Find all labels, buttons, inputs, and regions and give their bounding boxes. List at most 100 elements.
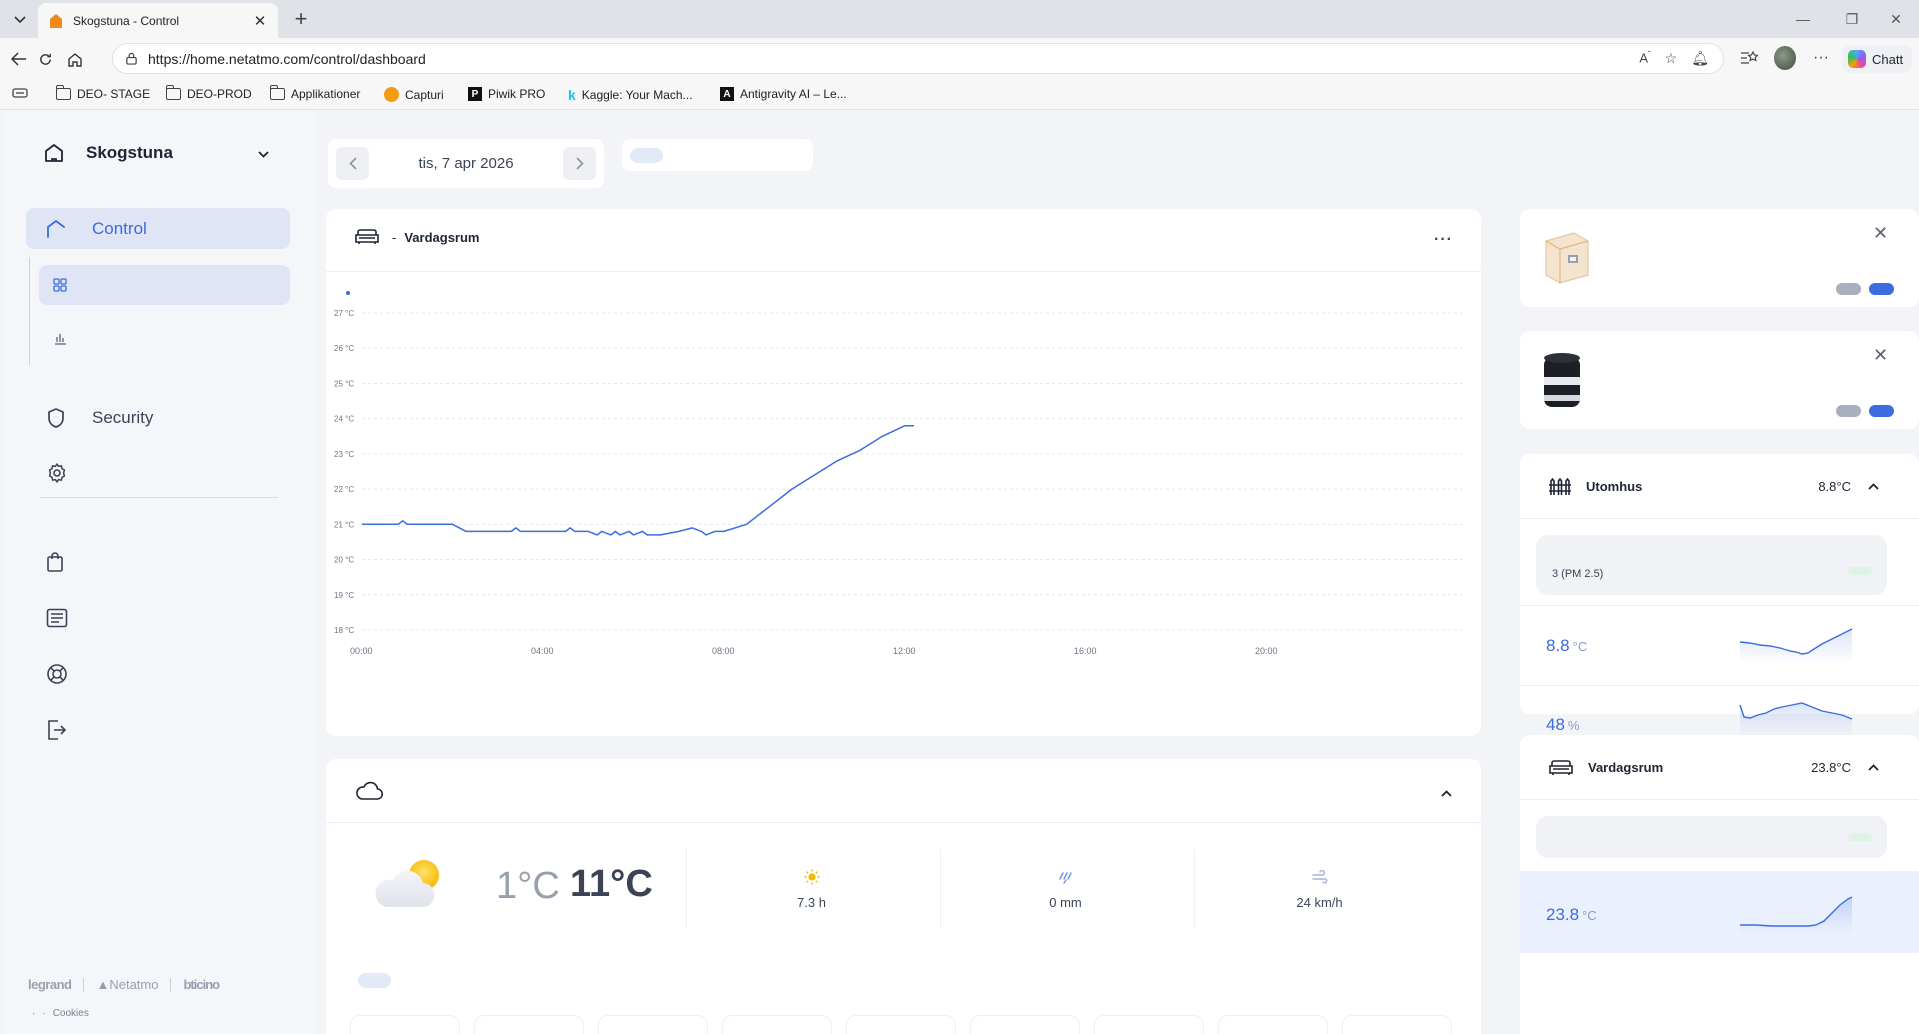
- previous-day-button[interactable]: [336, 147, 369, 180]
- new-tab-button[interactable]: +: [294, 6, 308, 31]
- living-room-temperature-row[interactable]: 23.8 °C: [1520, 871, 1919, 953]
- browser-tab-active[interactable]: Skogstuna - Control ✕: [38, 3, 278, 38]
- sidebar-subitem-dashboard[interactable]: [39, 265, 290, 305]
- profile-avatar[interactable]: [1774, 46, 1796, 70]
- collapse-chevron-up-icon[interactable]: [1441, 790, 1452, 797]
- minimize-icon[interactable]: —: [1796, 11, 1810, 27]
- sidebar-divider: [40, 497, 278, 498]
- weather-card: 1°C 11°C 7.3 h 0 mm 24 km/h: [326, 759, 1481, 1034]
- copilot-chat-button[interactable]: Chatt: [1842, 45, 1912, 73]
- sidebar-item-shop[interactable]: [26, 542, 290, 582]
- restore-icon[interactable]: ❐: [1845, 10, 1859, 27]
- window-close-icon[interactable]: ✕: [1890, 10, 1902, 27]
- forecast-slot: [1218, 1015, 1328, 1034]
- favorite-star-icon[interactable]: ☆: [1664, 50, 1678, 66]
- y-tick-label: 24 °C: [334, 415, 354, 424]
- reload-button[interactable]: [32, 46, 58, 72]
- collapse-chevron-up-icon[interactable]: [1868, 764, 1879, 771]
- x-tick-label: 08:00: [712, 646, 735, 656]
- antigravity-icon: A: [720, 87, 734, 101]
- sun-icon: [804, 869, 819, 884]
- x-tick-label: 12:00: [893, 646, 916, 656]
- site-info-lock-icon[interactable]: [125, 52, 138, 65]
- home-button[interactable]: [62, 46, 88, 72]
- temperature-sparkline: [1739, 628, 1853, 665]
- sidebar-subitem-statistics[interactable]: [39, 318, 290, 358]
- close-icon[interactable]: ✕: [1873, 223, 1889, 243]
- cookies-link[interactable]: Cookies: [52, 1008, 89, 1019]
- air-quality-status-pill: [1848, 567, 1872, 575]
- url-text: https://home.netatmo.com/control/dashboa…: [148, 50, 426, 67]
- home-selector[interactable]: Skogstuna: [44, 143, 173, 163]
- humidity-sparkline: [1739, 702, 1853, 739]
- close-icon[interactable]: ✕: [1873, 345, 1889, 365]
- header-separator: -: [392, 229, 397, 245]
- bookmark-capturi[interactable]: Capturi: [384, 87, 444, 102]
- tab-close-icon[interactable]: ✕: [253, 12, 267, 30]
- temperature-sparkline: [1740, 896, 1853, 933]
- weather-summary: 1°C 11°C 7.3 h 0 mm 24 km/h: [370, 849, 1470, 929]
- footer-link[interactable]: ·: [32, 1008, 36, 1019]
- more-options-button[interactable]: ···: [1434, 231, 1453, 248]
- metric-value: 23.8 °C: [1546, 905, 1597, 924]
- bookmark-piwik-pro[interactable]: P Piwik PRO: [468, 87, 545, 101]
- sunshine-stat: 7.3 h: [686, 849, 936, 929]
- shield-icon: [48, 408, 64, 428]
- air-quality-status-pill: [1848, 833, 1872, 841]
- settings-more-icon[interactable]: ···: [1813, 49, 1829, 66]
- read-aloud-icon[interactable]: Aˆ: [1639, 50, 1651, 66]
- device-card-siren: ✕: [1520, 331, 1919, 429]
- back-button[interactable]: [6, 46, 32, 72]
- temperature-series-line: [362, 424, 914, 536]
- y-tick-label: 19 °C: [334, 591, 354, 600]
- living-room-card: Vardagsrum 23.8°C 23.8 °C: [1520, 735, 1919, 1034]
- notifications-bell-icon[interactable]: 🔔︎: [1691, 50, 1709, 66]
- netatmo-logo: ▲Netatmo: [96, 977, 159, 992]
- bookmark-kaggle[interactable]: k Kaggle: Your Mach...: [568, 87, 693, 103]
- bookmarks-bar: DEO- STAGE DEO-PROD Applikationer Captur…: [0, 80, 1919, 110]
- y-tick-label: 20 °C: [334, 556, 354, 565]
- sidebar-item-help[interactable]: [26, 654, 290, 694]
- loading-placeholder: [358, 973, 391, 988]
- y-tick-label: 22 °C: [334, 485, 354, 494]
- tab-list-chevron-icon[interactable]: [6, 6, 34, 34]
- reload-icon: [39, 53, 51, 65]
- sofa-icon: [355, 229, 379, 244]
- bookmark-deo-prod[interactable]: DEO-PROD: [166, 85, 252, 101]
- sidebar-item-logout[interactable]: [26, 710, 290, 750]
- favorites-list-icon[interactable]: [1738, 47, 1760, 69]
- browser-tab-strip: Skogstuna - Control ✕ + — ❐ ✕: [0, 0, 1919, 38]
- address-bar[interactable]: https://home.netatmo.com/control/dashboa…: [112, 43, 1724, 74]
- status-pill-inactive: [1836, 283, 1861, 295]
- air-quality-indicator: 3 (PM 2.5): [1536, 535, 1887, 595]
- gear-icon: [48, 463, 66, 483]
- bookmarks-menu-icon[interactable]: [12, 87, 28, 99]
- living-room-header[interactable]: Vardagsrum 23.8°C: [1548, 735, 1891, 800]
- sidebar-item-security[interactable]: Security: [26, 398, 290, 438]
- forecast-slot: [846, 1015, 956, 1034]
- bookmark-applikationer[interactable]: Applikationer: [270, 85, 360, 101]
- sidebar-item-settings[interactable]: [26, 453, 290, 493]
- temperature-line-chart: 18 °C 19 °C 20 °C 21 °C 22 °C 23 °C 24 °C 25 °C…: [334, 291, 1466, 656]
- loading-placeholder: [622, 139, 813, 171]
- forecast-slot: [598, 1015, 708, 1034]
- outdoor-temperature-row[interactable]: 8.8 °C: [1520, 605, 1919, 685]
- home-chevron-down-icon[interactable]: [258, 151, 269, 158]
- bar-chart-icon: [55, 334, 66, 345]
- current-date[interactable]: tis, 7 apr 2026: [418, 155, 514, 172]
- chevron-right-icon: [575, 157, 584, 170]
- partly-sunny-icon: [375, 860, 439, 908]
- collapse-chevron-up-icon[interactable]: [1868, 483, 1879, 490]
- y-tick-label: 26 °C: [334, 344, 354, 353]
- forecast-slot: [970, 1015, 1080, 1034]
- next-day-button[interactable]: [563, 147, 596, 180]
- footer-link[interactable]: ·: [42, 1008, 46, 1019]
- sidebar-item-news[interactable]: [26, 598, 290, 638]
- bookmark-antigravity[interactable]: A Antigravity AI – Le...: [720, 87, 847, 101]
- bookmark-label: DEO- STAGE: [77, 87, 151, 101]
- sidebar-item-control[interactable]: Control: [26, 208, 290, 249]
- bookmark-deo-stage[interactable]: DEO- STAGE: [56, 85, 151, 101]
- outdoor-humidity-row[interactable]: 48%: [1520, 685, 1919, 765]
- kaggle-icon: k: [568, 87, 576, 103]
- outdoor-header[interactable]: Utomhus 8.8°C: [1548, 454, 1891, 519]
